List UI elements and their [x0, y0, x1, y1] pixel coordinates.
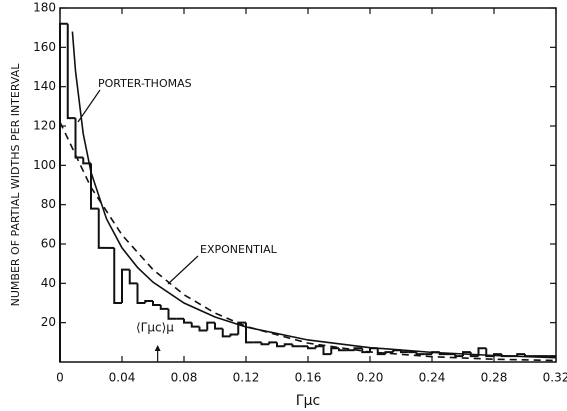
histogram-bar [454, 354, 463, 358]
histogram-bar [167, 308, 177, 320]
histogram-bar [283, 343, 293, 347]
mean-marker-head [154, 345, 161, 351]
histogram-bar [322, 346, 332, 356]
histogram-bar [152, 301, 161, 306]
histogram-bar [268, 341, 277, 345]
y-tick-label: 80 [41, 197, 56, 211]
histogram-bar [97, 208, 107, 249]
histogram-bar [206, 321, 215, 331]
y-tick-label: 160 [33, 40, 56, 54]
histogram-bar [245, 322, 254, 344]
histogram-bar [183, 318, 192, 324]
x-tick-label: 0 [56, 371, 64, 385]
histogram-bar [469, 352, 479, 358]
x-tick-label: 0.08 [171, 371, 198, 385]
histogram-bar [516, 353, 525, 357]
histogram-bar [144, 300, 153, 303]
histogram-bar [113, 247, 122, 304]
x-tick-label: 0.12 [233, 371, 260, 385]
histogram-bar [121, 268, 130, 303]
histogram-bar [214, 322, 223, 330]
histogram-bar [74, 118, 84, 159]
y-tick-label: 20 [41, 315, 56, 329]
histogram-bar [524, 354, 533, 358]
histogram-bar [59, 22, 68, 362]
y-tick-label: 60 [41, 237, 56, 251]
histogram-bar [314, 345, 324, 349]
histogram-bar [128, 269, 138, 285]
histogram-bar [477, 347, 487, 357]
y-axis-label: NUMBER OF PARTIAL WIDTHS PER INTERVAL [9, 63, 22, 307]
histogram-bar [90, 163, 99, 210]
y-tick-label: 40 [41, 276, 56, 290]
histogram-bar [229, 333, 239, 337]
histogram-bar [291, 344, 301, 348]
histogram-bar [330, 347, 339, 355]
plot-frame [59, 7, 557, 363]
annotation-arrow [167, 255, 199, 285]
y-tick-label: 140 [33, 79, 56, 93]
histogram-bar [136, 283, 146, 304]
histogram-bar [307, 346, 316, 350]
y-tick-label: 100 [33, 158, 56, 172]
mean-label: ⟨Γμc⟩μ [136, 321, 174, 335]
histogram-bar [221, 328, 231, 338]
histogram-bar [338, 348, 347, 352]
y-tick-label: 180 [33, 1, 56, 15]
histogram-bar [462, 351, 471, 357]
histogram-bar [260, 342, 270, 346]
x-tick-label: 0.20 [357, 371, 384, 385]
histogram-bar [276, 342, 285, 348]
histogram-bar [376, 348, 386, 356]
histogram-bar [66, 23, 76, 120]
histogram-bar [415, 352, 425, 356]
x-tick-label: 0.04 [109, 371, 136, 385]
x-tick-label: 0.16 [295, 371, 322, 385]
y-tick-label: 120 [33, 119, 56, 133]
curve-label: PORTER-THOMAS [98, 77, 192, 90]
curve [71, 31, 557, 359]
histogram-bar [384, 351, 394, 355]
histogram-bar [159, 304, 169, 310]
annotation-arrow [77, 89, 101, 123]
x-axis-label: Γμc [296, 393, 320, 409]
histogram-bar [400, 350, 409, 354]
curve-label: EXPONENTIAL [200, 243, 278, 256]
x-tick-label: 0.32 [543, 371, 567, 385]
x-tick-label: 0.28 [481, 371, 508, 385]
histogram-bar [190, 322, 200, 328]
curve [59, 121, 557, 362]
histogram-bar [198, 326, 208, 332]
x-tick-label: 0.24 [419, 371, 446, 385]
